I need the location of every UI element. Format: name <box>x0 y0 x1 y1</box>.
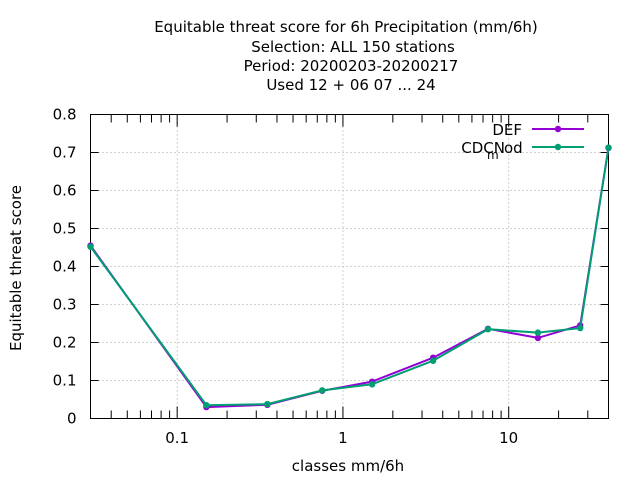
data-point <box>319 387 326 394</box>
y-tick-label: 0.5 <box>53 220 77 238</box>
title-line-2: Selection: ALL 150 stations <box>251 38 455 56</box>
legend-label-cdcn-rest: od <box>504 139 523 157</box>
y-tick-label: 0.7 <box>53 144 77 162</box>
y-tick-label: 0.1 <box>53 372 77 390</box>
data-point <box>484 326 492 333</box>
y-tick-label: 0.2 <box>53 334 77 352</box>
legend-samples <box>532 125 584 151</box>
legend-label-cdcn-sub: m <box>487 148 499 162</box>
data-series <box>87 144 612 411</box>
y-tick-label: 0.4 <box>53 258 77 276</box>
y-tick-label: 0 <box>67 410 77 428</box>
title-line-3: Period: 20200203-20200217 <box>244 57 459 75</box>
data-point <box>534 334 542 342</box>
legend-label-def: DEF <box>492 121 522 139</box>
data-point <box>429 357 437 364</box>
legend-label-cdcn: CDCN <box>461 139 505 157</box>
legend-marker <box>554 143 562 151</box>
chart-title: Equitable threat score for 6h Precipitat… <box>154 18 538 94</box>
series-line-cdcn-mod <box>89 147 610 407</box>
data-point <box>203 402 210 409</box>
y-tick-label: 0.3 <box>53 296 77 314</box>
title-line-1: Equitable threat score for 6h Precipitat… <box>154 18 538 36</box>
data-point <box>368 381 376 388</box>
title-line-4: Used 12 + 06 07 ... 24 <box>266 76 435 94</box>
data-point <box>605 144 612 151</box>
axis-ticks <box>90 114 609 419</box>
data-point <box>264 400 271 408</box>
data-point <box>534 329 542 336</box>
legend-label-cdcn-base: CDCN <box>461 139 505 157</box>
y-axis-label: Equitable threat score <box>7 185 25 351</box>
series-line-def <box>89 147 610 409</box>
legend-marker <box>554 125 562 133</box>
grid-lines <box>90 114 609 419</box>
data-point <box>87 243 94 250</box>
legend: DEF CDCN m od <box>461 121 584 162</box>
x-tick-label: 1 <box>338 429 348 447</box>
data-point <box>577 324 584 332</box>
y-tick-label: 0.8 <box>53 106 77 124</box>
x-axis-label: classes mm/6h <box>292 457 404 475</box>
tick-labels: 0 0.1 0.2 0.3 0.4 0.5 0.6 0.7 0.8 0.1 1 10 <box>53 106 519 448</box>
x-tick-label: 10 <box>499 429 518 447</box>
y-tick-label: 0.6 <box>53 182 77 200</box>
plot-frame <box>90 114 609 419</box>
x-tick-label: 0.1 <box>165 429 189 447</box>
